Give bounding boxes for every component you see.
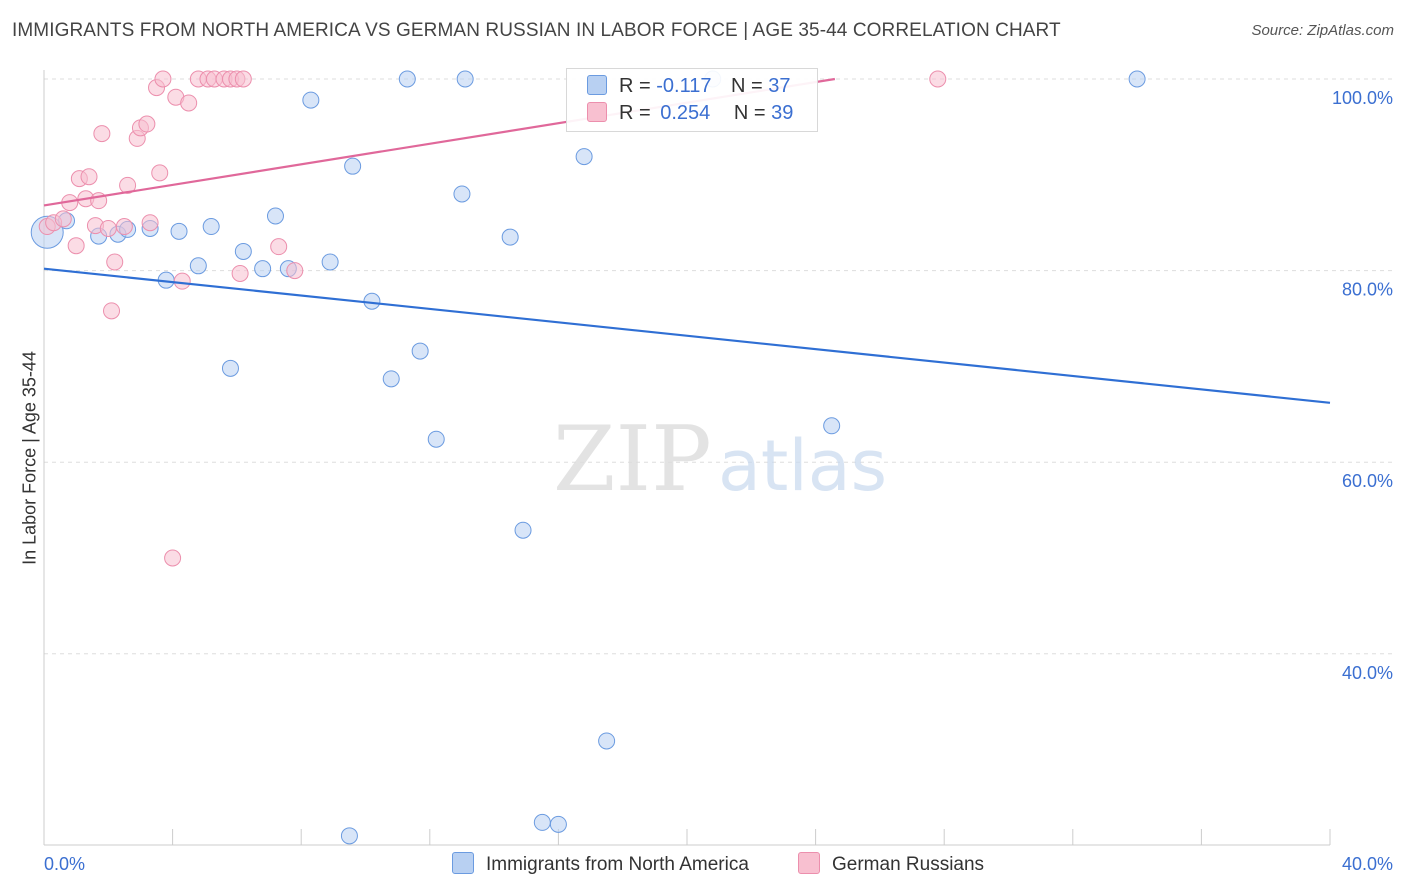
point-north-america: [302, 91, 320, 109]
correlation-legend: R = -0.117 N = 37 R = 0.254 N = 39: [566, 68, 818, 132]
point-german-russians: [54, 210, 72, 228]
point-german-russians: [80, 168, 98, 186]
legend-r-value: -0.117: [656, 75, 712, 97]
point-german-russians: [138, 115, 156, 133]
point-german-russians: [106, 253, 124, 271]
point-german-russians: [286, 262, 304, 280]
point-north-america: [453, 185, 471, 203]
point-german-russians: [119, 176, 137, 194]
point-german-russians: [173, 272, 191, 290]
legend-row-north-america: R = -0.117 N = 37: [587, 75, 791, 99]
watermark: ZIP atlas: [553, 407, 887, 512]
point-north-america: [202, 218, 220, 236]
point-north-america: [411, 342, 429, 360]
bottom-legend-swatch-pink: [798, 852, 820, 874]
y-tick-label: 60.0%: [1342, 471, 1393, 491]
point-german-russians: [67, 237, 85, 255]
legend-swatch-blue: [587, 75, 607, 95]
point-north-america: [1128, 70, 1146, 88]
watermark-atlas: atlas: [718, 425, 887, 507]
point-north-america: [533, 813, 551, 831]
point-north-america: [340, 827, 358, 845]
legend-n-label: N =: [733, 102, 766, 124]
legend-r-label: R =: [619, 102, 651, 124]
point-north-america: [501, 228, 519, 246]
point-north-america: [549, 815, 567, 833]
bottom-legend-swatch-blue: [452, 852, 474, 874]
point-german-russians: [164, 549, 182, 567]
point-german-russians: [270, 238, 288, 256]
chart-title: IMMIGRANTS FROM NORTH AMERICA VS GERMAN …: [12, 20, 1061, 41]
point-north-america: [427, 430, 445, 448]
point-north-america: [221, 359, 239, 377]
data-points: [30, 70, 1146, 845]
point-north-america: [382, 370, 400, 388]
y-axis-label: In Labor Force | Age 35-44: [19, 351, 40, 565]
point-german-russians: [99, 219, 117, 237]
point-german-russians: [103, 302, 121, 320]
point-german-russians: [929, 70, 947, 88]
gridlines: [44, 78, 1393, 655]
point-german-russians: [151, 164, 169, 182]
legend-r-value: 0.254: [660, 102, 711, 124]
watermark-zip: ZIP: [553, 407, 712, 512]
legend-r-label: R =: [619, 75, 651, 97]
point-north-america: [456, 70, 474, 88]
point-german-russians: [93, 125, 111, 143]
point-north-america: [234, 242, 252, 260]
trend-line-north-america: [43, 267, 1331, 404]
bottom-legend-label: German Russians: [832, 854, 985, 875]
y-tick-label: 80.0%: [1342, 280, 1393, 300]
point-german-russians: [231, 264, 249, 282]
point-north-america: [514, 521, 532, 539]
point-north-america: [598, 732, 616, 750]
point-north-america: [321, 253, 339, 271]
x-tick-label-max: 40.0%: [1342, 854, 1393, 874]
point-north-america: [823, 417, 841, 435]
legend-n-label: N =: [731, 75, 763, 97]
point-north-america: [189, 257, 207, 275]
point-north-america: [170, 222, 188, 240]
source-credit: Source: ZipAtlas.com: [1251, 22, 1394, 39]
point-north-america: [398, 70, 416, 88]
point-north-america: [254, 260, 272, 278]
point-german-russians: [154, 70, 172, 88]
point-north-america: [575, 148, 593, 166]
bottom-legend-label: Immigrants from North America: [486, 854, 749, 875]
x-ticks: [43, 829, 1331, 845]
y-tick-labels: 40.0% 60.0% 80.0% 100.0%: [1332, 88, 1393, 683]
x-tick-labels: 0.0% 40.0%: [44, 854, 1393, 874]
legend-row-german-russians: R = 0.254 N = 39: [587, 102, 793, 126]
bottom-legend-north-america: Immigrants from North America: [452, 852, 749, 878]
legend-n-value: 39: [771, 102, 794, 124]
point-north-america: [344, 157, 362, 175]
y-tick-label: 40.0%: [1342, 663, 1393, 683]
point-german-russians: [180, 94, 198, 112]
point-north-america: [266, 207, 284, 225]
point-german-russians: [141, 214, 159, 232]
bottom-legend-german-russians: German Russians: [798, 852, 984, 878]
legend-n-value: 37: [768, 75, 791, 97]
point-german-russians: [234, 70, 252, 88]
y-tick-label: 100.0%: [1332, 88, 1393, 108]
x-tick-label-min: 0.0%: [44, 854, 85, 874]
point-german-russians: [115, 218, 133, 236]
legend-swatch-pink: [587, 102, 607, 122]
